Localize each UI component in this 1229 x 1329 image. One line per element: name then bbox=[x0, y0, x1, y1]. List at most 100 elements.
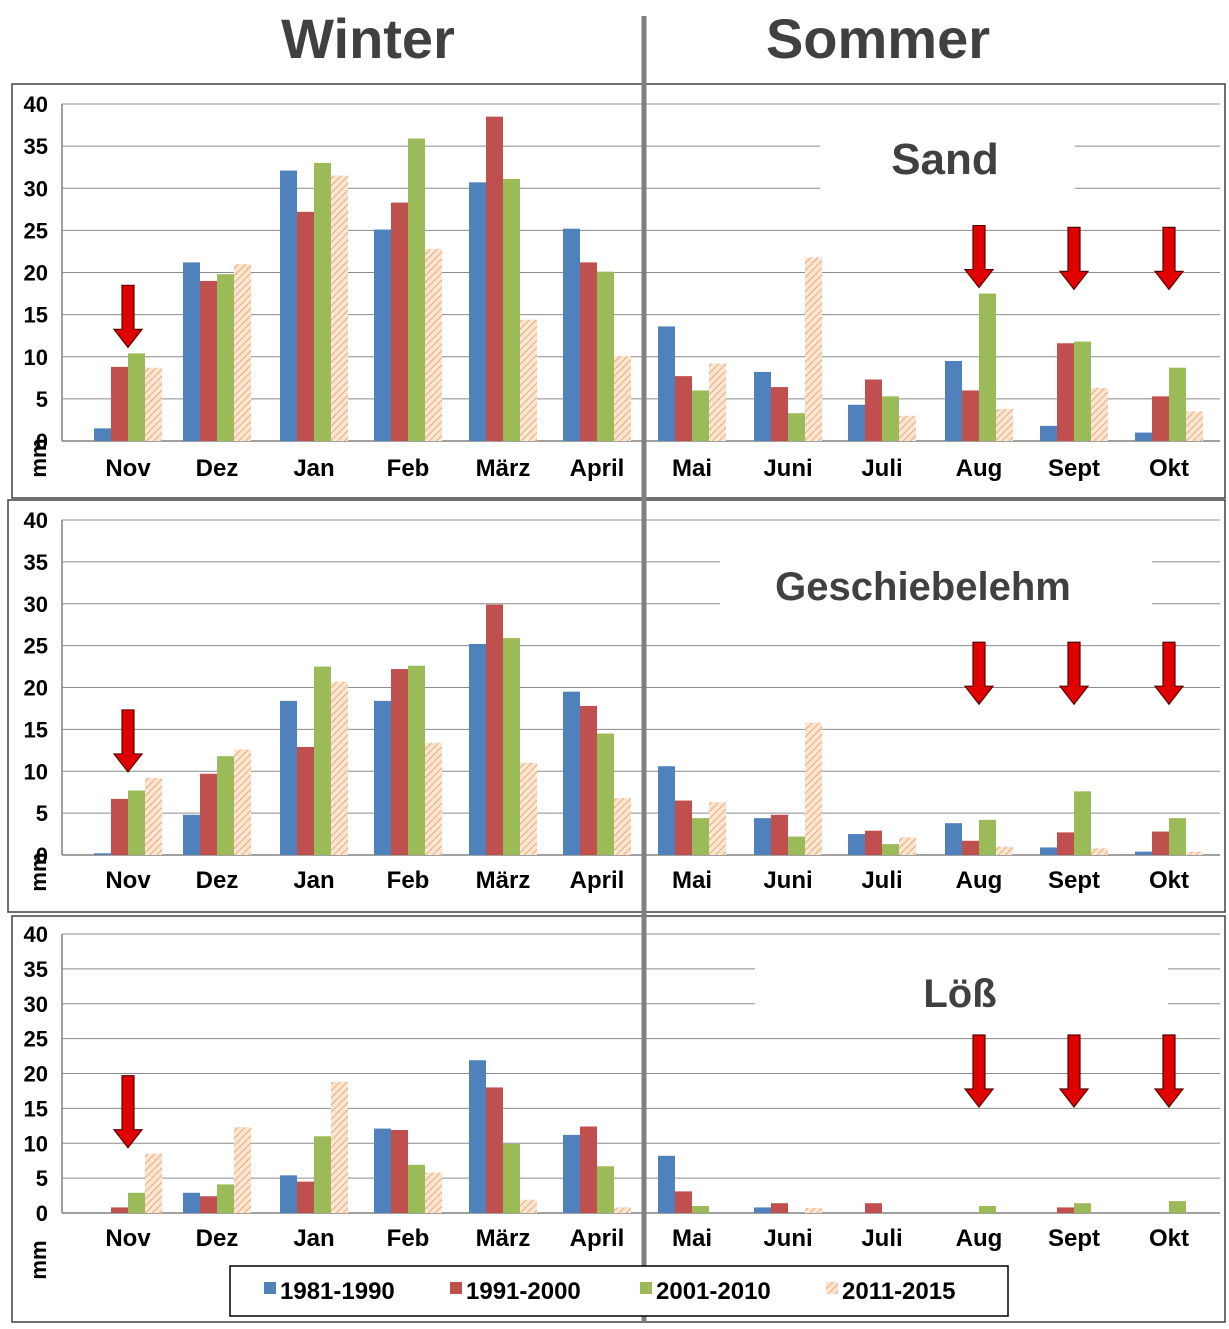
category-juli: Juli bbox=[861, 1203, 903, 1252]
bar-dez-1981-1990 bbox=[183, 1192, 200, 1213]
bar-juni-2011-2015 bbox=[805, 257, 822, 441]
bar-mai-1991-2000 bbox=[675, 1191, 692, 1213]
bar-nov-2001-2010 bbox=[128, 1192, 145, 1213]
bar-april-2001-2010 bbox=[597, 733, 614, 855]
x-tick-label-jan: Jan bbox=[293, 867, 334, 894]
y-tick-label: 0 bbox=[36, 843, 48, 868]
bar-dez-1981-1990 bbox=[183, 814, 200, 855]
bar-mai-2001-2010 bbox=[692, 1206, 709, 1213]
bar-juli-2011-2015 bbox=[899, 415, 916, 441]
legend-label: 2001-2010 bbox=[656, 1278, 771, 1305]
category-april: April bbox=[563, 1126, 631, 1252]
arrow-shape bbox=[1058, 641, 1090, 706]
bar-nov-1981-1990 bbox=[94, 853, 111, 855]
bar-jan-1991-2000 bbox=[297, 746, 314, 855]
panels: 0 5 10 15 20 25 30 35 40 mm Sand Nov Dez Jan Feb März Ap… bbox=[7, 83, 1226, 1323]
arrow-shape bbox=[1153, 641, 1185, 706]
bar-sept-2011-2015 bbox=[1091, 387, 1108, 441]
arrow-shape bbox=[1058, 226, 1090, 291]
bar-dez-2011-2015 bbox=[234, 749, 251, 855]
bar-jan-2001-2010 bbox=[314, 666, 331, 855]
bar-aug-1991-2000 bbox=[962, 840, 979, 855]
bar-april-1991-2000 bbox=[580, 262, 597, 441]
category-aug: Aug bbox=[945, 293, 1013, 482]
bar-dez-1981-1990 bbox=[183, 262, 200, 441]
x-tick-label-jan: Jan bbox=[293, 1225, 334, 1252]
bar-okt-1981-1990 bbox=[1135, 432, 1152, 441]
bar-aug-2001-2010 bbox=[979, 1206, 996, 1213]
bar-maerz-1991-2000 bbox=[486, 116, 503, 441]
bar-juli-1981-1990 bbox=[848, 404, 865, 441]
category-juli: Juli bbox=[848, 379, 916, 482]
category-maerz: März bbox=[469, 116, 537, 482]
bar-nov-2011-2015 bbox=[145, 777, 162, 855]
bar-juli-1981-1990 bbox=[848, 834, 865, 855]
arrow-sept bbox=[1058, 641, 1090, 706]
bar-aug-1981-1990 bbox=[945, 360, 962, 441]
bar-feb-2011-2015 bbox=[425, 742, 442, 855]
bar-dez-1991-2000 bbox=[200, 280, 217, 441]
category-april: April bbox=[563, 691, 631, 894]
bar-maerz-1981-1990 bbox=[469, 182, 486, 442]
x-tick-label-nov: Nov bbox=[105, 455, 151, 482]
panel-border bbox=[7, 499, 1226, 913]
header-winter: Winter bbox=[281, 7, 455, 70]
bar-maerz-2011-2015 bbox=[520, 1199, 537, 1213]
bar-juni-1981-1990 bbox=[754, 371, 771, 441]
bar-sept-2001-2010 bbox=[1074, 341, 1091, 441]
y-unit-label: mm bbox=[26, 438, 51, 477]
category-feb: Feb bbox=[374, 665, 442, 894]
y-tick-label: 15 bbox=[24, 717, 48, 742]
arrow-aug bbox=[963, 1034, 995, 1108]
legend-entry-1981-1990: 1981-1990 bbox=[264, 1278, 395, 1305]
x-tick-label-juli: Juli bbox=[861, 867, 902, 894]
category-juni: Juni bbox=[754, 1203, 822, 1252]
bar-nov-2001-2010 bbox=[128, 353, 145, 441]
category-nov: Nov bbox=[105, 1153, 162, 1252]
bar-aug-1991-2000 bbox=[962, 390, 979, 441]
bar-jan-1991-2000 bbox=[297, 211, 314, 441]
panel-border bbox=[11, 83, 1226, 499]
y-tick-label: 5 bbox=[36, 801, 48, 826]
category-juni: Juni bbox=[754, 257, 822, 482]
category-sept: Sept bbox=[1040, 341, 1108, 482]
x-tick-label-april: April bbox=[570, 867, 625, 894]
bar-mai-2001-2010 bbox=[692, 818, 709, 855]
bar-maerz-1991-2000 bbox=[486, 604, 503, 855]
x-tick-label-nov: Nov bbox=[105, 867, 151, 894]
arrow-aug bbox=[963, 641, 995, 706]
bar-sept-1981-1990 bbox=[1040, 847, 1057, 855]
bar-april-2001-2010 bbox=[597, 271, 614, 441]
bar-feb-2001-2010 bbox=[408, 138, 425, 442]
bar-juli-1991-2000 bbox=[865, 830, 882, 855]
arrow-shape bbox=[112, 1075, 144, 1149]
x-tick-label-jan: Jan bbox=[293, 455, 334, 482]
x-tick-label-dez: Dez bbox=[196, 1225, 239, 1252]
category-jan: Jan bbox=[280, 666, 348, 894]
bar-aug-2011-2015 bbox=[996, 408, 1013, 441]
bar-dez-2011-2015 bbox=[234, 1127, 251, 1213]
bar-mai-1991-2000 bbox=[675, 800, 692, 855]
bar-juli-2001-2010 bbox=[882, 396, 899, 441]
arrow-shape bbox=[963, 224, 995, 289]
bar-jan-2011-2015 bbox=[331, 681, 348, 855]
arrow-shape bbox=[112, 709, 144, 773]
bar-maerz-2011-2015 bbox=[520, 762, 537, 855]
bar-juni-1991-2000 bbox=[771, 814, 788, 855]
legend-swatch bbox=[264, 1282, 276, 1294]
category-maerz: März bbox=[469, 1060, 537, 1252]
y-tick-label: 15 bbox=[24, 303, 48, 328]
bar-april-1981-1990 bbox=[563, 1134, 580, 1213]
panel-geschiebelehm: 0 5 10 15 20 25 30 35 40 mm Geschiebelehm Nov Dez Jan… bbox=[7, 499, 1226, 913]
bar-feb-1991-2000 bbox=[391, 202, 408, 441]
category-okt: Okt bbox=[1135, 367, 1203, 482]
x-tick-label-okt: Okt bbox=[1149, 455, 1189, 482]
arrow-shape bbox=[963, 1034, 995, 1108]
category-april: April bbox=[563, 228, 631, 482]
x-tick-label-dez: Dez bbox=[196, 455, 239, 482]
x-tick-label-juni: Juni bbox=[763, 867, 812, 894]
x-tick-label-feb: Feb bbox=[387, 1225, 430, 1252]
category-juli: Juli bbox=[848, 830, 916, 894]
